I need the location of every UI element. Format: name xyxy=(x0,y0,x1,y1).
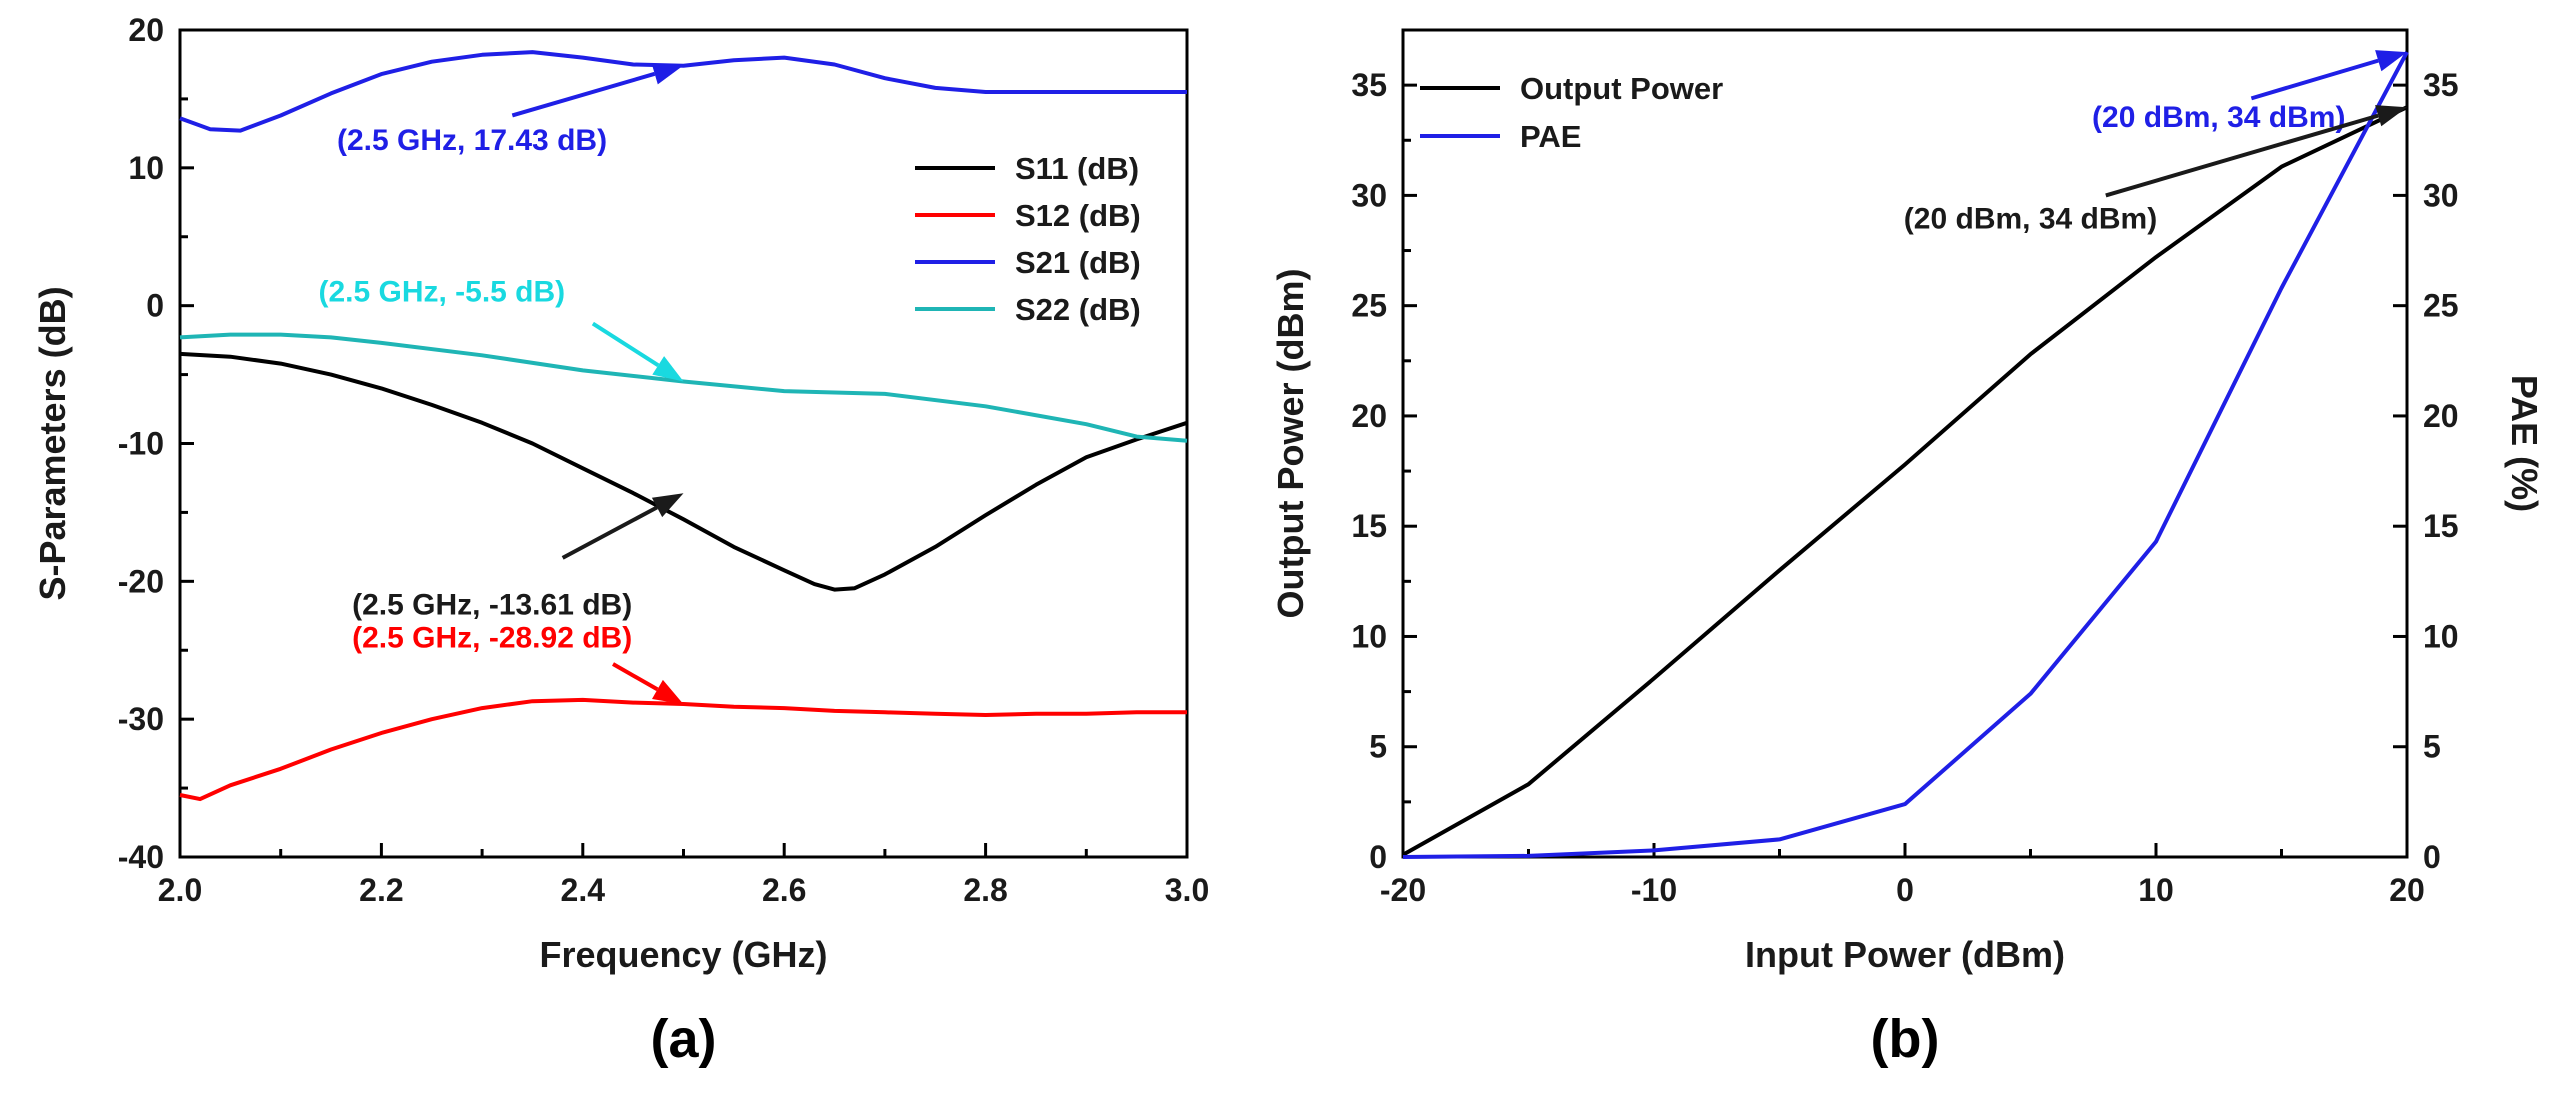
x-tick-label: -20 xyxy=(1380,872,1426,908)
x-tick-label: 2.0 xyxy=(158,872,202,908)
annotation: (2.5 GHz, -5.5 dB) xyxy=(318,276,684,382)
y-tick-label: 15 xyxy=(1351,508,1387,544)
legend-label: S21 (dB) xyxy=(1015,245,1141,280)
panel-b-power-chart: -20 -10 0 10 200510152025303505101520253035I… xyxy=(1270,28,2545,1069)
y-tick-label: 0 xyxy=(1369,839,1387,875)
y2-axis-title: PAE (%) xyxy=(2504,375,2545,512)
y-tick-label: 10 xyxy=(128,150,164,186)
annotation-label: (2.5 GHz, -13.61 dB) xyxy=(352,588,632,621)
y2-tick-label: 20 xyxy=(2423,398,2459,434)
x-tick-label: 20 xyxy=(2389,872,2425,908)
x-tick-label: 2.6 xyxy=(762,872,806,908)
legend-label: Output Power xyxy=(1520,71,1723,106)
y-axis-title: Output Power (dBm) xyxy=(1270,269,1311,619)
annotation-arrow-head xyxy=(651,493,684,518)
panel-label: (a) xyxy=(651,1009,717,1069)
annotation-arrow-shaft xyxy=(2105,113,2379,198)
x-tick-label: 0 xyxy=(1896,872,1914,908)
y-tick-label: 20 xyxy=(1351,398,1387,434)
annotation-label: (20 dBm, 34 dBm) xyxy=(1904,202,2157,235)
series-line-s21-db xyxy=(179,50,1187,133)
y2-tick-label: 30 xyxy=(2423,177,2459,213)
plot-frame xyxy=(1401,28,2409,859)
y-tick-label: 25 xyxy=(1351,288,1387,324)
y-tick-label: -20 xyxy=(118,563,164,599)
y2-tick-label: 35 xyxy=(2423,67,2459,103)
y-tick-label: 20 xyxy=(128,12,164,48)
series-line-output-power xyxy=(1402,105,2408,857)
x-tick-label: 2.8 xyxy=(963,872,1007,908)
annotation-label: (20 dBm, 34 dBm) xyxy=(2092,101,2345,134)
annotation-label: (2.5 GHz, -28.92 dB) xyxy=(352,621,632,654)
y-tick-label: 30 xyxy=(1351,177,1387,213)
y-tick-label: -40 xyxy=(118,839,164,875)
y2-tick-label: 25 xyxy=(2423,288,2459,324)
y2-tick-label: 5 xyxy=(2423,729,2441,765)
annotation-label: (2.5 GHz, -5.5 dB) xyxy=(318,276,565,309)
y-tick-label: -10 xyxy=(118,426,164,462)
x-axis-title: Frequency (GHz) xyxy=(539,934,827,975)
series-line-s22-db xyxy=(179,332,1188,443)
annotation-arrow-head xyxy=(652,679,684,705)
y-axis-title: S-Parameters (dB) xyxy=(32,286,73,600)
y2-tick-label: 0 xyxy=(2423,839,2441,875)
x-axis-title: Input Power (dBm) xyxy=(1745,934,2065,975)
annotation: (2.5 GHz, -28.92 dB) xyxy=(352,621,684,705)
y2-tick-label: 15 xyxy=(2423,508,2459,544)
legend-label: S11 (dB) xyxy=(1015,151,1139,186)
x-tick-label: 10 xyxy=(2138,872,2174,908)
y2-tick-label: 10 xyxy=(2423,618,2459,654)
annotation-arrow-head xyxy=(652,356,684,382)
y-tick-label: -30 xyxy=(118,701,164,737)
series-line-pae xyxy=(1402,51,2409,859)
annotation-arrow-shaft xyxy=(511,71,656,118)
annotation: (20 dBm, 34 dBm) xyxy=(2092,50,2407,134)
annotation-arrow-shaft xyxy=(612,662,659,692)
annotation-arrow-shaft xyxy=(561,505,658,560)
annotation-label: (2.5 GHz, 17.43 dB) xyxy=(337,124,607,157)
x-tick-label: -10 xyxy=(1631,872,1677,908)
annotation-arrow-head xyxy=(2375,105,2407,127)
y-tick-label: 0 xyxy=(146,288,164,324)
annotation: (2.5 GHz, -13.61 dB) xyxy=(352,493,684,621)
legend: Output Power PAE xyxy=(1420,71,1723,154)
legend-label: S22 (dB) xyxy=(1015,292,1141,327)
annotation-arrow-head xyxy=(2375,50,2407,72)
legend-label: S12 (dB) xyxy=(1015,198,1141,233)
panel-label: (b) xyxy=(1871,1009,1940,1069)
x-tick-label: 2.4 xyxy=(561,872,606,908)
x-tick-label: 3.0 xyxy=(1165,872,1209,908)
annotation-arrow-shaft xyxy=(2250,58,2379,101)
y-tick-label: 10 xyxy=(1351,618,1387,654)
x-tick-label: 2.2 xyxy=(359,872,403,908)
y-tick-label: 35 xyxy=(1351,67,1387,103)
annotation: (2.5 GHz, 17.43 dB) xyxy=(337,63,684,157)
annotation: (20 dBm, 34 dBm) xyxy=(1904,105,2407,235)
annotation-arrow-shaft xyxy=(591,321,660,368)
legend: S11 (dB) S12 (dB) S21 (dB) S22 (dB) xyxy=(915,151,1141,327)
annotation-arrow-head xyxy=(651,63,684,85)
series-line-s11-db xyxy=(179,351,1188,592)
y-tick-label: 5 xyxy=(1369,729,1387,765)
panel-a-s-parameters-chart: 2.0 2.2 2.4 2.6 2.8 3.0 -40 -30 -20 -10 0 10 20 Frequ… xyxy=(32,12,1209,1069)
series-line-s12-db xyxy=(179,697,1187,802)
legend-label: PAE xyxy=(1520,119,1581,154)
